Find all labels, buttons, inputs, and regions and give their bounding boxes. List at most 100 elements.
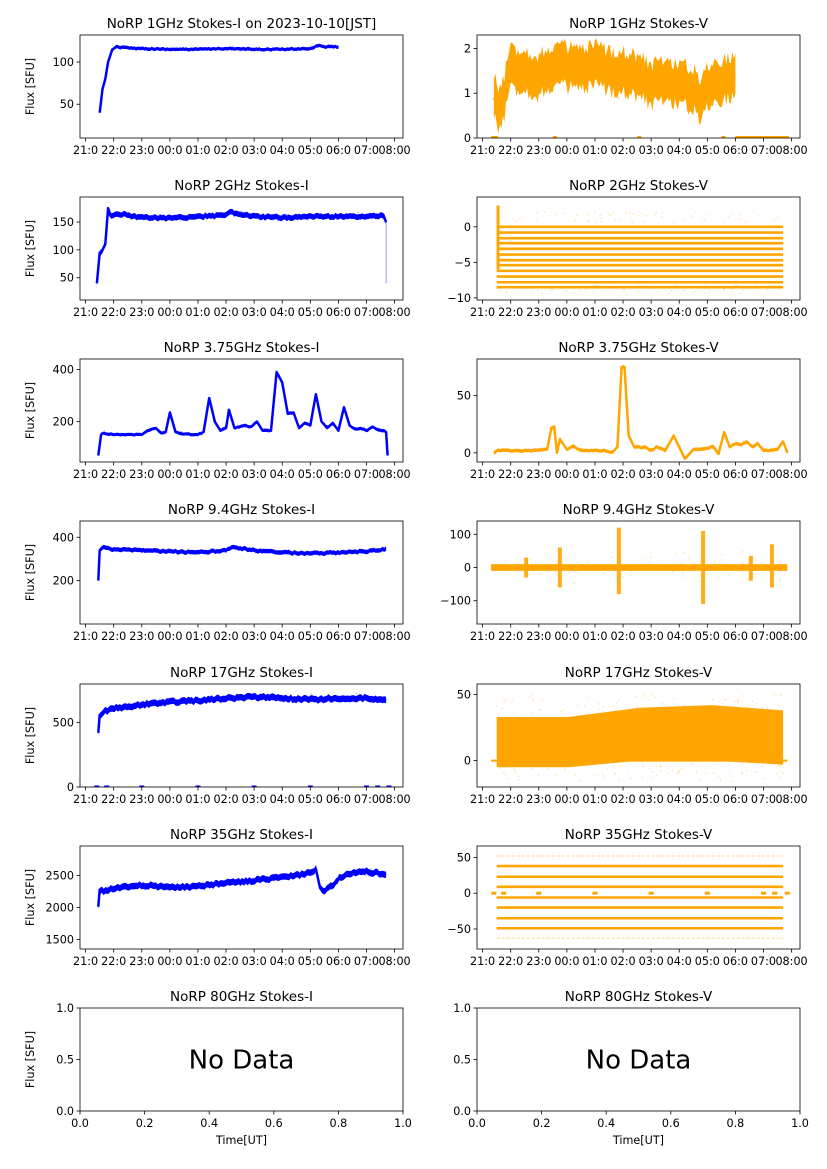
x-tick-label: 00:0 [554,793,579,806]
data-point [743,565,746,568]
x-tick-label: 08:00 [378,955,410,968]
data-point [563,709,565,711]
data-point [733,565,735,567]
data-point [573,292,575,294]
x-tick-label: 22:0 [101,144,126,157]
data-point [235,694,237,696]
data-point [574,219,577,221]
data-point [629,574,632,577]
data-point [780,694,782,696]
data-point [277,695,279,697]
data-point [690,91,693,94]
y-tick-label: 200 [53,416,74,429]
zero-mark [139,785,145,787]
data-point [713,710,715,713]
data-point [555,54,557,57]
data-point [708,287,710,289]
x-tick-label: 02:0 [610,306,635,319]
data-point [675,553,678,555]
data-point [587,220,590,222]
y-tick-label: 0 [464,755,471,768]
data-point [642,213,644,215]
data-point [573,773,576,775]
axes-frame [79,845,404,950]
data-point [535,285,537,288]
data-point [722,703,724,705]
data-point [649,551,652,553]
data-point [551,289,554,291]
subplot-35ghz-v: NoRP 35GHz Stokes-V −50 0 50 21:0 22:0 23:0 00:… [447,827,807,968]
data-point [543,58,545,61]
data-point [645,75,647,78]
x-tick-label: 0.0 [71,1117,89,1130]
data-point [541,292,543,294]
data-point [575,762,578,764]
data-point [564,557,567,559]
data-point [602,774,604,776]
data-point [552,79,554,81]
data-point [544,553,547,555]
data-point [539,71,541,73]
data-point [648,698,650,701]
data-point [741,773,743,775]
data-point [775,773,778,775]
subplot-2ghz-i: NoRP 2GHz Stokes-I 50 100 150 21:0 22:0 23:0 00… [24,178,411,319]
data-point [680,769,682,771]
data-point [753,770,756,773]
x-tick-label: 01:0 [185,793,210,806]
data-point [631,565,633,567]
data-point [762,777,765,780]
x-tick-label: 05:0 [695,955,720,968]
plot-area [491,527,788,605]
x-tick-label: 21:0 [470,144,495,157]
data-point [779,764,782,767]
y-tick-label: −5 [455,256,472,269]
x-tick-label: 21:0 [470,630,495,643]
x-tick-label: 05:0 [695,468,720,481]
y-axis-label: Flux [SFU] [24,707,37,764]
x-tick-label: 07:0 [751,793,776,806]
chart-title: NoRP 1GHz Stokes-I on 2023-10-10[JST] [107,16,377,32]
data-point [642,694,645,696]
data-point [267,431,269,434]
data-point [767,286,770,289]
data-point [513,711,515,713]
x-tick-label: 03:0 [639,144,664,157]
y-tick-label: 0.0 [56,1105,74,1118]
data-point [578,76,581,79]
x-tick-label: 02:0 [213,630,238,643]
data-point [695,211,697,213]
chart-title: NoRP 35GHz Stokes-I [170,827,313,843]
subplot-2ghz-v: NoRP 2GHz Stokes-V −10 −5 0 21:0 22:0 23:0 00:0… [447,178,807,319]
data-point [534,564,536,566]
data-point [513,763,516,766]
x-tick-label: 03:0 [639,955,664,968]
data-point [122,704,125,706]
data-point [144,547,147,550]
data-point [523,286,525,289]
data-point [613,705,615,707]
data-point [512,218,514,221]
x-tick-label: 01:0 [185,144,210,157]
baseline-band [491,564,788,571]
data-point [513,767,515,770]
y-tick-label: 400 [53,531,74,544]
data-point [530,767,533,770]
data-point [779,577,782,580]
x-tick-label: 03:0 [639,793,664,806]
y-tick-label: 500 [53,717,74,730]
x-tick-label: 22:0 [498,793,523,806]
data-point [600,221,602,223]
x-tick-label: 21:0 [470,793,495,806]
data-point [567,572,570,574]
data-point [654,213,656,215]
y-tick-label: −100 [440,595,471,608]
data-point [678,770,680,772]
data-point [722,221,725,223]
data-point [663,776,665,779]
axes-frame [476,845,801,950]
data-point [717,82,720,84]
data-point [593,774,596,777]
data-point [614,772,616,774]
data-point [637,290,639,292]
